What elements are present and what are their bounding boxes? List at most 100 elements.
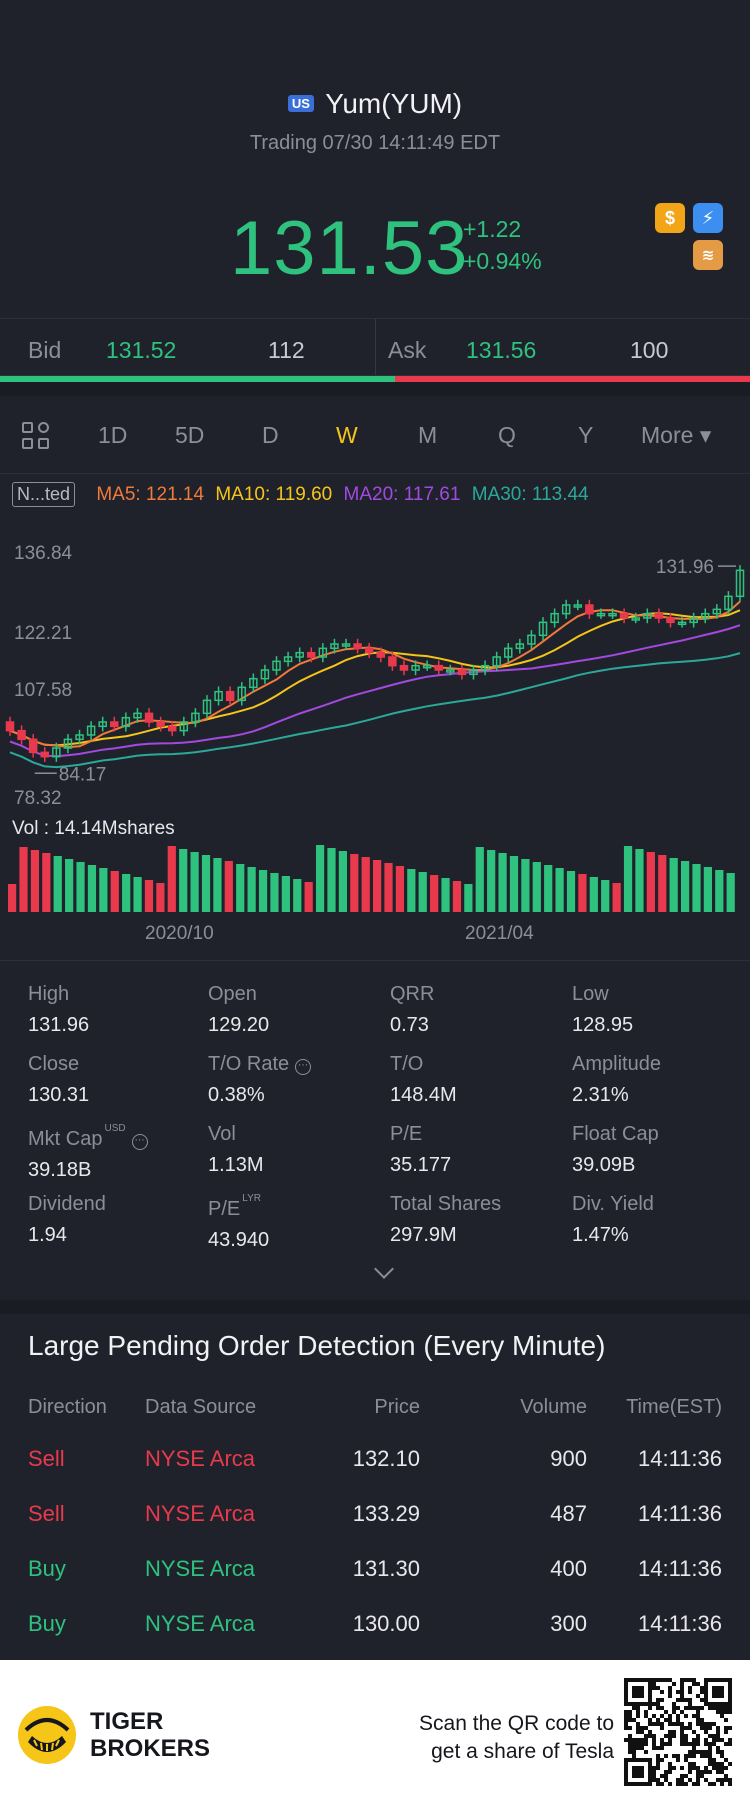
ma-legend: N...ted MA5: 121.14 MA10: 119.60 MA20: 1… bbox=[12, 482, 589, 507]
layout-grid-icon[interactable] bbox=[22, 422, 50, 450]
order-direction: Buy bbox=[28, 1611, 66, 1636]
volume-bar bbox=[441, 878, 450, 912]
stat-value: 131.96 bbox=[28, 1014, 90, 1036]
stat-label-text: Mkt Cap bbox=[28, 1128, 103, 1150]
candle bbox=[144, 708, 154, 728]
y-axis-label: 136.84 bbox=[14, 543, 73, 564]
stat-item: P/E 35.177 bbox=[390, 1123, 560, 1177]
stat-label: T/O Rate ⋯ bbox=[208, 1053, 378, 1076]
volume-bar bbox=[270, 873, 279, 912]
last-price: 131.53 bbox=[230, 206, 469, 291]
candle bbox=[260, 664, 270, 684]
volume-bar bbox=[601, 880, 610, 912]
candle bbox=[191, 708, 200, 728]
volume-bar bbox=[646, 852, 655, 912]
candle bbox=[619, 608, 629, 624]
order-price: 132.10 bbox=[352, 1446, 420, 1471]
volume-bar bbox=[669, 858, 678, 912]
order-time: 14:11:36 bbox=[637, 1446, 722, 1471]
stat-label-text: Dividend bbox=[28, 1193, 106, 1215]
volume-bar bbox=[407, 869, 416, 912]
volume-bar bbox=[30, 850, 40, 912]
stat-label: Float Cap bbox=[572, 1123, 742, 1146]
tab-1d[interactable]: 1D bbox=[98, 422, 128, 448]
x-axis-label: 2021/04 bbox=[465, 923, 534, 944]
volume-bar bbox=[338, 851, 347, 912]
volume-bar bbox=[304, 882, 313, 912]
candle bbox=[40, 747, 50, 762]
dollar-icon[interactable]: $ bbox=[655, 203, 685, 233]
orders-title: Large Pending Order Detection (Every Min… bbox=[28, 1330, 606, 1361]
stack-icon[interactable]: ≋ bbox=[693, 240, 723, 270]
stat-label-text: Total Shares bbox=[390, 1193, 502, 1215]
flash-icon[interactable]: ⚡ bbox=[693, 203, 723, 233]
volume-bar bbox=[99, 868, 108, 912]
volume-bar bbox=[281, 876, 290, 912]
candlestick-chart[interactable]: 131.96 84.17 bbox=[0, 540, 750, 800]
ma20-line bbox=[9, 624, 741, 758]
stat-value: 39.18B bbox=[28, 1159, 92, 1181]
stat-value: 1.47% bbox=[572, 1224, 629, 1246]
ma30-value: MA30: 113.44 bbox=[471, 484, 589, 505]
tab-5d[interactable]: 5D bbox=[175, 422, 205, 448]
volume-bar bbox=[418, 872, 427, 912]
tab-w[interactable]: W bbox=[336, 422, 358, 448]
candle bbox=[677, 617, 687, 628]
tab-d[interactable]: D bbox=[262, 422, 279, 448]
volume-bar bbox=[635, 849, 644, 912]
candle bbox=[283, 651, 293, 667]
info-icon[interactable]: ⋯ bbox=[131, 1134, 148, 1150]
candle bbox=[353, 638, 362, 654]
stat-label-text: Vol bbox=[208, 1123, 236, 1145]
volume-bar bbox=[247, 867, 256, 912]
order-price: 131.30 bbox=[352, 1556, 420, 1581]
candle bbox=[318, 643, 328, 663]
order-time: 14:11:36 bbox=[637, 1556, 722, 1581]
volume-bar bbox=[87, 865, 97, 912]
brand-line-1: TIGER bbox=[90, 1708, 164, 1735]
ask-size: 100 bbox=[630, 337, 669, 363]
candle bbox=[86, 721, 96, 741]
stat-item: T/O Rate ⋯ 0.38% bbox=[208, 1053, 378, 1107]
section-separator bbox=[0, 1300, 750, 1314]
volume-chart bbox=[8, 845, 735, 912]
order-source: NYSE Arca bbox=[145, 1446, 256, 1471]
candle bbox=[585, 599, 594, 619]
stat-item: Total Shares 297.9M bbox=[390, 1193, 560, 1247]
scan-text: Scan the QR code to get a share of Tesla bbox=[419, 1710, 614, 1766]
order-price: 133.29 bbox=[352, 1501, 420, 1526]
volume-bar bbox=[589, 877, 598, 912]
candle bbox=[133, 708, 142, 723]
stat-label-text: T/O bbox=[390, 1053, 424, 1075]
stat-label-text: P/E bbox=[208, 1198, 241, 1220]
tab-m[interactable]: M bbox=[418, 422, 438, 448]
candle bbox=[654, 608, 664, 624]
volume-bar bbox=[623, 846, 633, 912]
tab-q[interactable]: Q bbox=[498, 422, 516, 448]
indicator-tag[interactable]: N...ted bbox=[12, 482, 76, 507]
volume-bar bbox=[555, 868, 564, 912]
candle bbox=[63, 734, 73, 754]
more-dropdown[interactable]: More ▾ bbox=[641, 422, 712, 448]
candle bbox=[446, 664, 455, 676]
volume-bar bbox=[53, 856, 62, 912]
stat-label: QRR bbox=[390, 983, 560, 1006]
tab-y[interactable]: Y bbox=[578, 422, 594, 448]
info-icon[interactable]: ⋯ bbox=[295, 1059, 312, 1075]
order-source: NYSE Arca bbox=[145, 1556, 256, 1581]
volume-bar bbox=[110, 871, 119, 912]
candle bbox=[724, 591, 733, 615]
volume-bar bbox=[236, 864, 245, 912]
volume-bar bbox=[42, 853, 51, 912]
order-direction: Sell bbox=[28, 1446, 65, 1471]
order-source: NYSE Arca bbox=[145, 1501, 256, 1526]
market-badge: US bbox=[287, 95, 314, 112]
candle bbox=[121, 712, 131, 732]
stat-value: 1.94 bbox=[28, 1224, 67, 1246]
volume-bar bbox=[612, 883, 621, 912]
stat-item: Float Cap 39.09B bbox=[572, 1123, 742, 1177]
candle bbox=[689, 612, 698, 628]
volume-bar bbox=[521, 859, 530, 912]
col-volume: Volume bbox=[520, 1396, 587, 1418]
x-axis-label: 2020/10 bbox=[145, 923, 214, 944]
